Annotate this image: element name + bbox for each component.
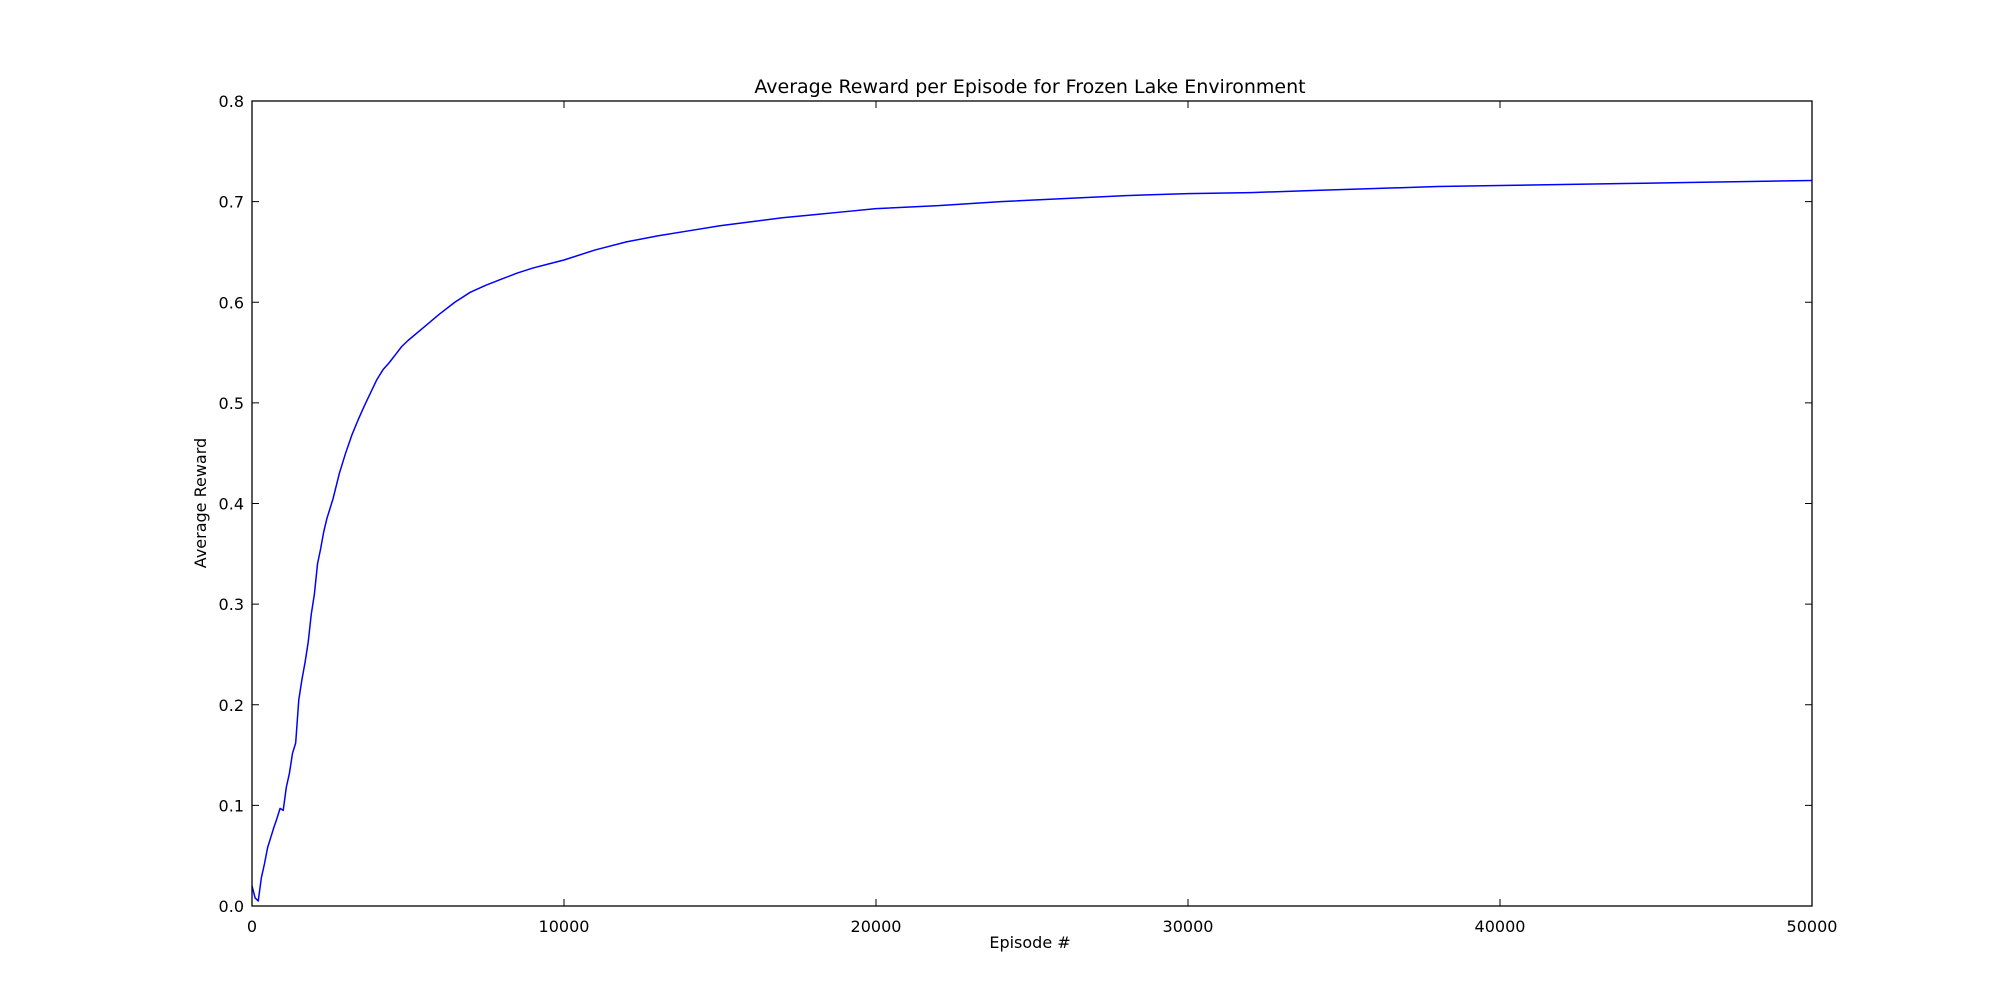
x-tick-label: 10000 — [539, 917, 590, 936]
plot-frame — [251, 100, 1813, 907]
y-tick-label: 0.8 — [219, 92, 244, 111]
x-tick-label: 0 — [247, 917, 257, 936]
x-tick-label: 50000 — [1787, 917, 1838, 936]
y-tick-label: 0.3 — [219, 595, 244, 614]
x-tick-label: 20000 — [851, 917, 902, 936]
y-tick-label: 0.2 — [219, 696, 244, 715]
y-tick-label: 0.6 — [219, 293, 244, 312]
series-line-0 — [251, 179, 1813, 902]
chart-title: Average Reward per Episode for Frozen La… — [754, 76, 1305, 98]
x-tick-label: 40000 — [1475, 917, 1526, 936]
y-axis-ticks: 0.0 0.1 0.2 0.3 0.4 0.5 0.6 0.7 0.8 — [219, 92, 1812, 916]
y-tick-label: 0.5 — [219, 394, 244, 413]
x-axis-label: Episode # — [989, 933, 1070, 952]
y-axis-label: Average Reward — [191, 438, 210, 568]
y-tick-label: 0.0 — [219, 897, 244, 916]
x-axis-ticks: 0 10000 20000 30000 40000 50000 — [247, 101, 1838, 936]
y-tick-label: 0.4 — [219, 495, 244, 514]
y-tick-label: 0.1 — [219, 796, 244, 815]
plot-area — [251, 179, 1813, 902]
x-tick-label: 30000 — [1163, 917, 1214, 936]
y-tick-label: 0.7 — [219, 193, 244, 212]
